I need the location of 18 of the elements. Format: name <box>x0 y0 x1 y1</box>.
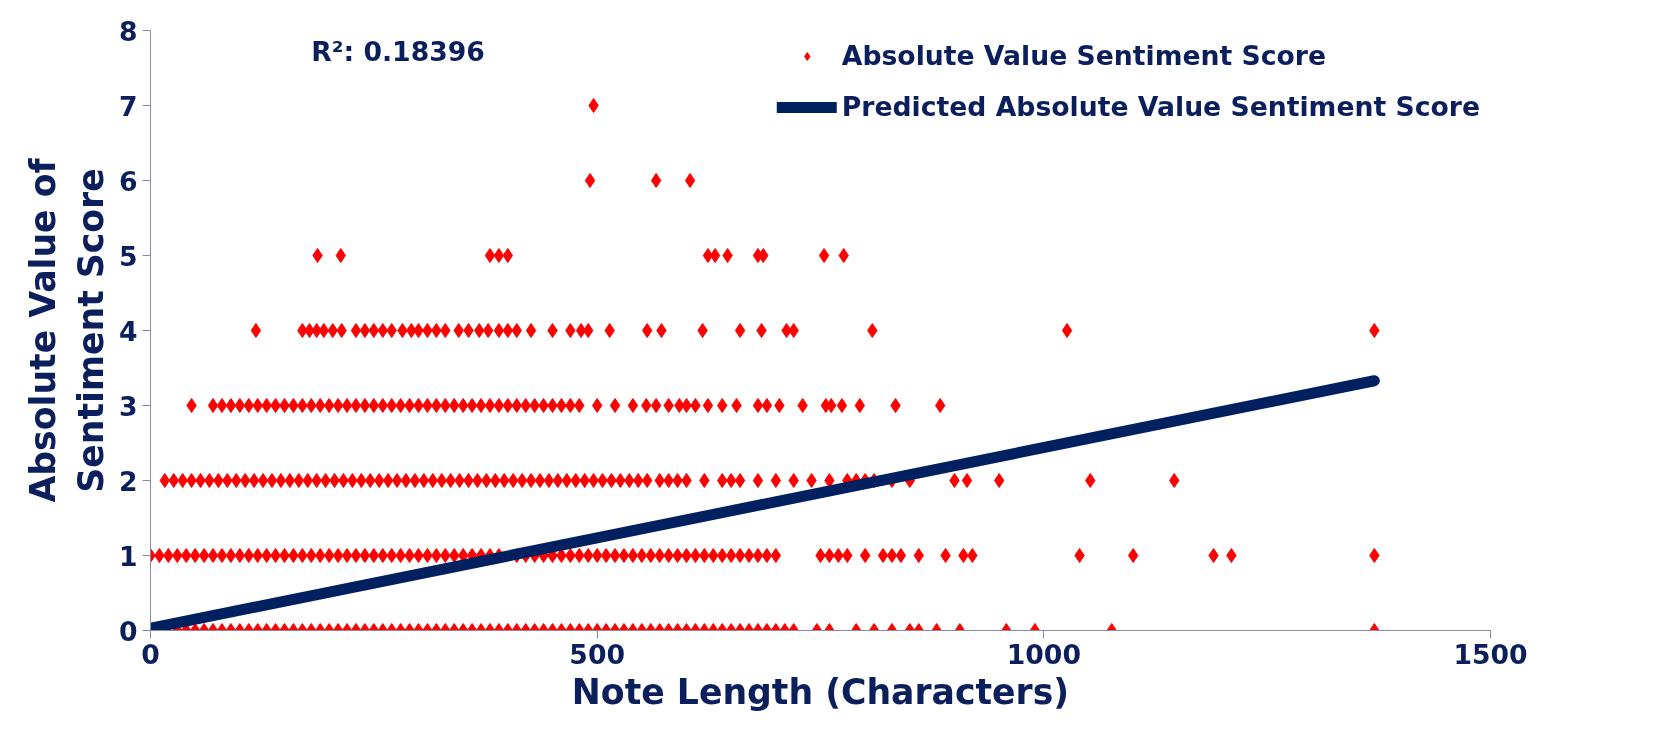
x-axis-title: Note Length (Characters) <box>571 671 1070 712</box>
y-tick-label: 2 <box>118 465 138 497</box>
y-tick-label: 0 <box>118 615 138 647</box>
x-tick-label: 1000 <box>1006 638 1081 670</box>
legend-label: Predicted Absolute Value Sentiment Score <box>841 91 1480 122</box>
x-tick-label: 500 <box>569 638 625 670</box>
x-tick-label: 1500 <box>1453 638 1528 670</box>
y-tick-label: 5 <box>118 240 138 272</box>
y-tick-label: 6 <box>118 165 138 197</box>
legend-label: Absolute Value Sentiment Score <box>841 40 1327 71</box>
y-tick-label: 3 <box>118 390 138 422</box>
y-tick-label: 4 <box>118 315 138 347</box>
y-axis-title: Absolute Value of Sentiment Score <box>22 157 111 503</box>
y-tick-label: 8 <box>118 15 138 47</box>
y-tick-label: 1 <box>118 540 138 572</box>
y-tick-label: 7 <box>118 90 138 122</box>
x-tick-label: 0 <box>141 638 160 670</box>
annotation: R²: 0.18396 <box>311 35 485 67</box>
